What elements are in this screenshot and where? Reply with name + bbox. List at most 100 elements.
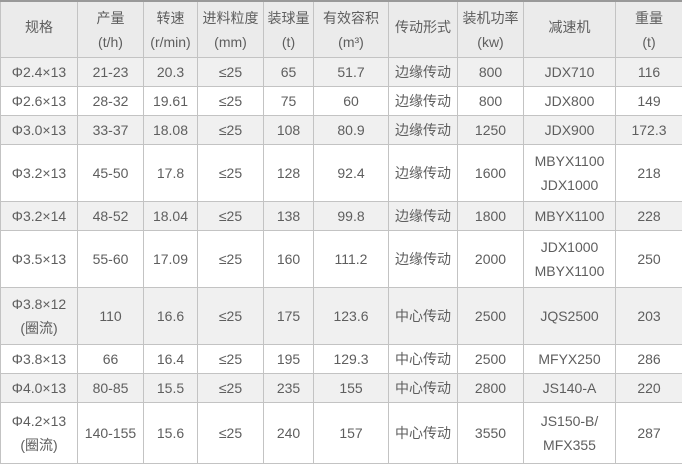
table-header: 规格 产量 (t/h) 转速 (r/min) 进料粒度 (mm) 装球量 (t) 有效容积 (m³)… — [0, 0, 682, 58]
column-title: 进料粒度 — [202, 10, 259, 27]
column-unit: (r/min) — [150, 34, 191, 51]
column-header: 规格 — [0, 0, 78, 58]
table-cell: ≤25 — [197, 286, 264, 345]
table-cell: 160 — [263, 229, 314, 288]
table-cell: ≤25 — [197, 114, 264, 145]
table-cell: Φ3.8×13 — [0, 343, 78, 374]
table-cell: 240 — [263, 401, 314, 464]
table-cell: 149 — [615, 85, 682, 116]
table-cell: 边缘传动 — [388, 229, 458, 288]
table-cell: Φ2.6×13 — [0, 85, 78, 116]
table-cell: ≤25 — [197, 372, 264, 403]
column-title: 规格 — [25, 19, 53, 36]
table-cell: MFYX250 — [523, 343, 616, 374]
table-cell: JDX800 — [523, 85, 616, 116]
table-row: Φ3.2×14 48-52 18.04 ≤25 138 99.8 边缘传动 1800 MBYX1… — [0, 200, 682, 231]
table-cell: MBYX1100 JDX1000 — [523, 143, 616, 202]
table-row: Φ3.2×13 45-50 17.8 ≤25 128 92.4 边缘传动 1600 MBYX11… — [0, 143, 682, 202]
table-body: Φ2.4×13 21-23 20.3 ≤25 65 51.7 边缘传动 800 JDX710 11… — [0, 56, 682, 464]
table-cell: 195 — [263, 343, 314, 374]
table-cell: 110 — [77, 286, 144, 345]
table-cell: 2800 — [457, 372, 524, 403]
table-row: Φ3.5×13 55-60 17.09 ≤25 160 111.2 边缘传动 2000 JDX1… — [0, 229, 682, 288]
table-cell: 中心传动 — [388, 343, 458, 374]
header-row: 规格 产量 (t/h) 转速 (r/min) 进料粒度 (mm) 装球量 (t) 有效容积 (m³)… — [0, 0, 682, 58]
column-header: 有效容积 (m³) — [313, 0, 389, 58]
table-cell: JQS2500 — [523, 286, 616, 345]
table-cell: JDX710 — [523, 56, 616, 87]
table-cell: 218 — [615, 143, 682, 202]
column-title: 装球量 — [267, 10, 310, 27]
table-cell: 99.8 — [313, 200, 389, 231]
table-cell: 16.4 — [143, 343, 198, 374]
table-cell: 55-60 — [77, 229, 144, 288]
column-title: 转速 — [156, 10, 185, 27]
table-cell: 220 — [615, 372, 682, 403]
column-header: 产量 (t/h) — [77, 0, 144, 58]
table-cell: 45-50 — [77, 143, 144, 202]
table-cell: 1800 — [457, 200, 524, 231]
table-cell: 边缘传动 — [388, 143, 458, 202]
column-unit: (t) — [281, 34, 296, 51]
table-cell: 33-37 — [77, 114, 144, 145]
table-cell: 60 — [313, 85, 389, 116]
table-cell: 15.6 — [143, 401, 198, 464]
table-cell: JDX900 — [523, 114, 616, 145]
table-cell: Φ3.2×13 — [0, 143, 78, 202]
table-cell: 800 — [457, 85, 524, 116]
table-cell: 48-52 — [77, 200, 144, 231]
table-cell: 80.9 — [313, 114, 389, 145]
table-cell: 175 — [263, 286, 314, 345]
table-cell: 中心传动 — [388, 401, 458, 464]
table-cell: 中心传动 — [388, 372, 458, 403]
table-cell: Φ4.0×13 — [0, 372, 78, 403]
table-cell: 129.3 — [313, 343, 389, 374]
table-cell: 155 — [313, 372, 389, 403]
table-cell: Φ3.0×13 — [0, 114, 78, 145]
table-cell: 800 — [457, 56, 524, 87]
table-cell: 16.6 — [143, 286, 198, 345]
table-cell: ≤25 — [197, 56, 264, 87]
table-cell: 66 — [77, 343, 144, 374]
table-cell: 2500 — [457, 286, 524, 345]
table-cell: 1250 — [457, 114, 524, 145]
table-cell: 80-85 — [77, 372, 144, 403]
table-cell: 边缘传动 — [388, 56, 458, 87]
table-cell: JDX1000 MBYX1100 — [523, 229, 616, 288]
table-cell: JS140-A — [523, 372, 616, 403]
table-cell: 228 — [615, 200, 682, 231]
column-unit: (m³) — [338, 34, 364, 51]
table-cell: 2000 — [457, 229, 524, 288]
table-cell: 21-23 — [77, 56, 144, 87]
table-cell: ≤25 — [197, 401, 264, 464]
table-cell: Φ2.4×13 — [0, 56, 78, 87]
table-row: Φ3.8×12 (圈流) 110 16.6 ≤25 175 123.6 中心传动 2500 JQ… — [0, 286, 682, 345]
column-title: 有效容积 — [323, 10, 379, 27]
table-cell: ≤25 — [197, 200, 264, 231]
table-cell: ≤25 — [197, 343, 264, 374]
table-cell: 235 — [263, 372, 314, 403]
table-cell: 边缘传动 — [388, 85, 458, 116]
column-header: 装机功率 (kw) — [457, 0, 524, 58]
column-header: 装球量 (t) — [263, 0, 314, 58]
table-row: Φ4.0×13 80-85 15.5 ≤25 235 155 中心传动 2800 JS140-A… — [0, 372, 682, 403]
table-cell: ≤25 — [197, 229, 264, 288]
table-cell: 20.3 — [143, 56, 198, 87]
column-header: 重量 (t) — [615, 0, 682, 58]
table-cell: 边缘传动 — [388, 200, 458, 231]
table-cell: ≤25 — [197, 85, 264, 116]
table-cell: 边缘传动 — [388, 114, 458, 145]
table-cell: 1600 — [457, 143, 524, 202]
column-title: 减速机 — [548, 19, 591, 36]
table-cell: 157 — [313, 401, 389, 464]
table-row: Φ3.0×13 33-37 18.08 ≤25 108 80.9 边缘传动 1250 JDX90… — [0, 114, 682, 145]
column-unit: (t/h) — [98, 34, 123, 51]
table-cell: 18.08 — [143, 114, 198, 145]
table-cell: 18.04 — [143, 200, 198, 231]
column-header: 传动形式 — [388, 0, 458, 58]
column-unit: (kw) — [477, 34, 504, 51]
table-cell: Φ3.8×12 (圈流) — [0, 286, 78, 345]
table-cell: JS150-B/ MFX355 — [523, 401, 616, 464]
column-unit: (t) — [642, 34, 656, 51]
